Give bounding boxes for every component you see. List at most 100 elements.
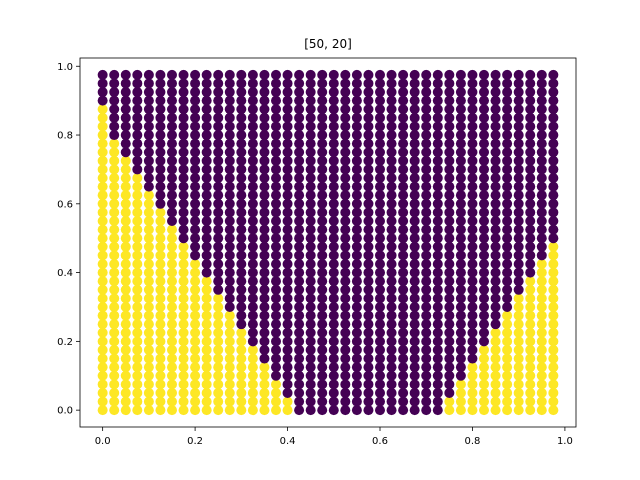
point-class-0 — [386, 147, 397, 158]
point-class-0 — [525, 121, 536, 132]
point-class-1 — [166, 241, 177, 252]
point-class-0 — [409, 224, 420, 235]
point-class-1 — [109, 207, 120, 218]
point-class-0 — [340, 301, 351, 312]
point-class-1 — [548, 267, 559, 278]
point-class-0 — [271, 241, 281, 252]
point-class-1 — [536, 327, 547, 338]
point-class-0 — [259, 301, 270, 312]
point-class-1 — [536, 276, 547, 287]
point-class-0 — [190, 87, 201, 98]
point-class-1 — [155, 216, 166, 227]
point-class-0 — [444, 241, 455, 252]
point-class-0 — [375, 95, 385, 106]
point-class-0 — [467, 284, 478, 295]
point-class-0 — [479, 95, 490, 106]
point-class-0 — [386, 241, 397, 252]
point-class-0 — [236, 224, 247, 235]
point-class-0 — [305, 173, 316, 184]
point-class-1 — [132, 181, 143, 192]
point-class-0 — [421, 362, 432, 373]
point-class-0 — [398, 130, 409, 141]
point-class-0 — [432, 293, 443, 304]
point-class-0 — [444, 104, 455, 115]
point-class-0 — [490, 258, 501, 269]
point-class-0 — [375, 121, 385, 132]
point-class-0 — [305, 112, 316, 123]
point-class-0 — [386, 362, 397, 373]
point-class-1 — [236, 344, 247, 355]
point-class-1 — [97, 198, 108, 209]
point-class-0 — [328, 267, 339, 278]
point-class-0 — [536, 130, 547, 141]
point-class-0 — [502, 104, 513, 115]
point-class-0 — [259, 112, 270, 123]
point-class-0 — [536, 216, 547, 227]
point-class-0 — [536, 181, 547, 192]
point-class-0 — [375, 250, 385, 261]
point-class-0 — [386, 336, 397, 347]
point-class-0 — [166, 164, 177, 175]
point-class-0 — [143, 121, 154, 132]
point-class-0 — [178, 155, 189, 166]
point-class-0 — [328, 190, 339, 201]
point-class-1 — [247, 379, 258, 390]
point-class-1 — [513, 327, 524, 338]
point-class-0 — [201, 69, 212, 80]
point-class-0 — [513, 147, 524, 158]
point-class-0 — [455, 164, 466, 175]
point-class-0 — [190, 173, 201, 184]
point-class-0 — [467, 87, 478, 98]
point-class-0 — [294, 95, 305, 106]
point-class-0 — [432, 104, 443, 115]
point-class-1 — [548, 379, 559, 390]
point-class-0 — [479, 241, 490, 252]
point-class-1 — [143, 327, 154, 338]
point-class-0 — [236, 207, 247, 218]
point-class-0 — [502, 233, 513, 244]
point-class-0 — [271, 95, 281, 106]
point-class-0 — [467, 319, 478, 330]
point-class-0 — [109, 121, 120, 132]
point-class-0 — [467, 78, 478, 89]
point-class-0 — [294, 319, 305, 330]
point-class-0 — [317, 353, 328, 364]
point-class-1 — [548, 362, 559, 373]
point-class-0 — [294, 198, 305, 209]
point-class-0 — [271, 130, 281, 141]
point-class-0 — [317, 387, 328, 398]
point-class-0 — [351, 276, 362, 287]
point-class-0 — [328, 233, 339, 244]
point-class-1 — [120, 387, 131, 398]
point-class-0 — [201, 155, 212, 166]
point-class-0 — [351, 138, 362, 149]
point-class-0 — [386, 112, 397, 123]
point-class-0 — [97, 69, 108, 80]
point-class-0 — [259, 207, 270, 218]
point-class-0 — [490, 198, 501, 209]
point-class-0 — [259, 147, 270, 158]
point-class-0 — [444, 353, 455, 364]
point-class-0 — [340, 69, 351, 80]
point-class-0 — [502, 198, 513, 209]
point-class-0 — [271, 250, 281, 261]
point-class-0 — [340, 207, 351, 218]
point-class-1 — [502, 327, 513, 338]
point-class-1 — [143, 387, 154, 398]
point-class-0 — [213, 104, 224, 115]
point-class-0 — [247, 207, 258, 218]
point-class-0 — [513, 207, 524, 218]
point-class-0 — [328, 87, 339, 98]
point-class-1 — [109, 181, 120, 192]
point-class-1 — [467, 370, 478, 381]
point-class-0 — [455, 233, 466, 244]
point-class-0 — [421, 87, 432, 98]
point-class-0 — [502, 267, 513, 278]
point-class-0 — [178, 138, 189, 149]
point-class-0 — [421, 173, 432, 184]
point-class-0 — [444, 155, 455, 166]
point-class-0 — [340, 155, 351, 166]
point-class-1 — [236, 387, 247, 398]
point-class-1 — [97, 336, 108, 347]
point-class-0 — [224, 250, 235, 261]
